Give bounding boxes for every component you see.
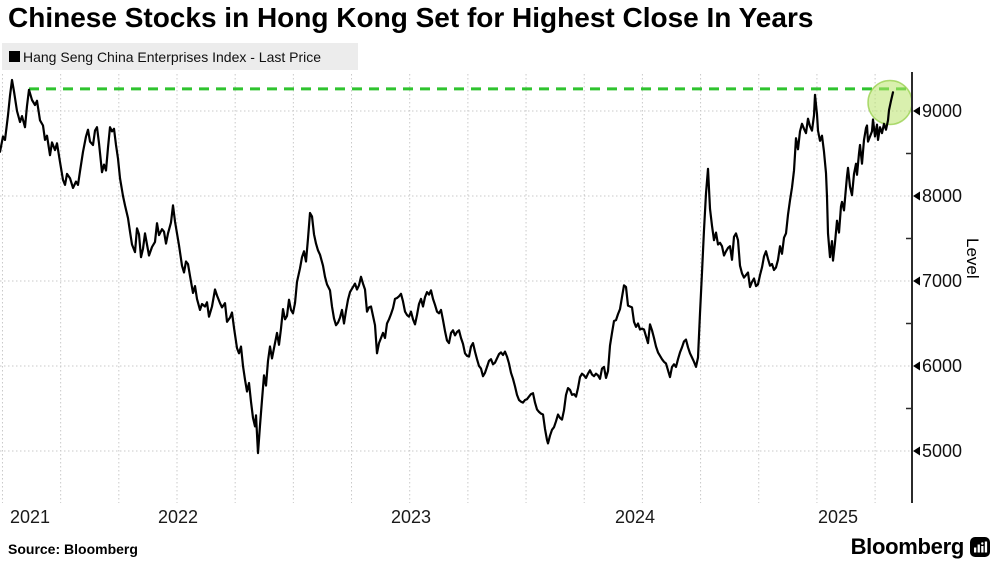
y-tick-label: 6000 [922, 356, 962, 376]
legend-series-label: Hang Seng China Enterprises Index - Last… [23, 48, 322, 65]
bloomberg-wordmark: Bloomberg [850, 534, 965, 559]
x-tick-label: 2024 [615, 507, 655, 527]
y-tick-label: 9000 [922, 101, 962, 121]
price-line-series [0, 78, 895, 455]
y-axis-title: Level [963, 238, 982, 279]
bloomberg-logo: Bloomberg [851, 534, 990, 560]
legend-series-marker-icon [9, 51, 20, 62]
y-major-tick [913, 191, 920, 201]
x-tick-label: 2023 [391, 507, 431, 527]
y-major-tick [913, 276, 920, 286]
bloomberg-bars-icon [970, 537, 990, 557]
y-tick-label: 5000 [922, 441, 962, 461]
page-title: Chinese Stocks in Hong Kong Set for High… [8, 2, 814, 33]
gridlines [0, 74, 912, 503]
axis-ticks-and-labels: 9000 8000 7000 6000 5000 2021 2022 2023 2024 2025 [10, 101, 962, 527]
legend[interactable]: Hang Seng China Enterprises Index - Last… [2, 43, 358, 70]
x-tick-label: 2021 [10, 507, 50, 527]
y-major-tick [913, 446, 920, 456]
y-major-tick [913, 106, 920, 116]
y-tick-label: 8000 [922, 186, 962, 206]
x-tick-label: 2025 [818, 507, 858, 527]
x-tick-label: 2022 [158, 507, 198, 527]
y-major-tick [913, 361, 920, 371]
source-attribution: Source: Bloomberg [8, 541, 138, 557]
y-tick-label: 7000 [922, 271, 962, 291]
